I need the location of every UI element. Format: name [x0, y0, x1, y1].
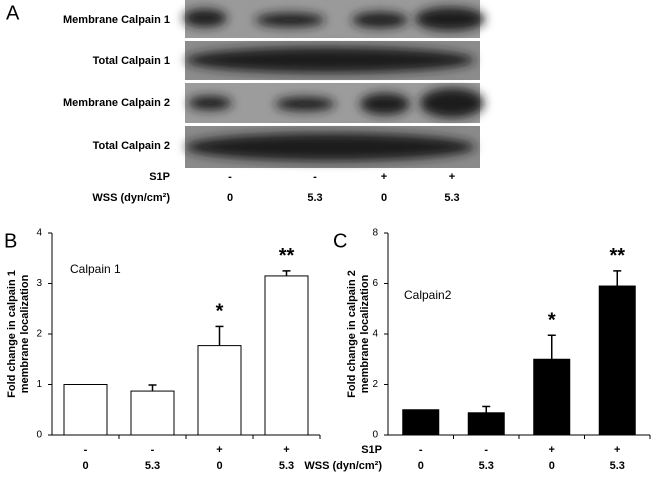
- wss-label: 5.3: [307, 192, 322, 204]
- s1p-label: -: [228, 171, 232, 183]
- y-axis-label: Fold change in calpain 2: [346, 270, 358, 398]
- y-tick-label: 8: [372, 228, 378, 239]
- x-tick-label: 5.3: [479, 460, 494, 472]
- bar: [533, 358, 571, 436]
- condition-label: S1P: [149, 171, 170, 183]
- blot-row-label: Total Calpain 1: [93, 55, 170, 67]
- blot: [183, 0, 485, 168]
- x-tick-label: 0: [549, 460, 555, 472]
- x-tick-label: 0: [418, 460, 424, 472]
- bar: [598, 285, 636, 436]
- significance: *: [548, 310, 556, 332]
- y-tick-label: 6: [372, 278, 378, 289]
- bar: [467, 412, 505, 436]
- bar: [197, 345, 242, 436]
- y-tick-label: 3: [36, 278, 42, 289]
- blot-row-label: Total Calpain 2: [93, 140, 170, 152]
- y-tick-label: 2: [36, 329, 42, 340]
- s1p-label: -: [313, 171, 317, 183]
- s1p-label: -: [419, 444, 423, 456]
- panel-letter: A: [6, 2, 20, 24]
- wss-label: 0: [381, 192, 387, 204]
- wss-label: 5.3: [444, 192, 459, 204]
- s1p-label: +: [381, 171, 387, 183]
- wss-label: 0: [227, 192, 233, 204]
- series-label: Calpain 1: [70, 262, 121, 276]
- y-tick-label: 1: [36, 379, 42, 390]
- bar: [63, 384, 108, 436]
- panel-letter: C: [333, 230, 347, 252]
- s1p-label: +: [283, 444, 289, 456]
- bar: [402, 409, 440, 436]
- x-tick-label: 5.3: [145, 460, 160, 472]
- y-axis-label: Fold change in calpain 1: [6, 270, 18, 398]
- panel-letter: B: [4, 230, 17, 252]
- s1p-label: -: [151, 444, 155, 456]
- blot-row-label: Membrane Calpain 2: [63, 97, 170, 109]
- x-tick-label: 0: [82, 460, 88, 472]
- y-tick-label: 0: [372, 430, 378, 441]
- significance: **: [279, 245, 295, 267]
- condition-label: S1P: [361, 444, 382, 456]
- s1p-label: -: [84, 444, 88, 456]
- significance: **: [609, 245, 625, 267]
- s1p-label: +: [614, 444, 620, 456]
- s1p-label: -: [484, 444, 488, 456]
- bar: [130, 390, 175, 436]
- series-label: Calpain2: [404, 288, 452, 302]
- s1p-label: +: [449, 171, 455, 183]
- s1p-label: +: [549, 444, 555, 456]
- x-tick-label: 5.3: [610, 460, 625, 472]
- y-tick-label: 4: [372, 329, 378, 340]
- y-tick-label: 0: [36, 430, 42, 441]
- y-axis-label: membrane localization: [359, 274, 371, 393]
- significance: *: [216, 301, 224, 323]
- blot-row-label: Membrane Calpain 1: [63, 14, 170, 26]
- s1p-label: +: [216, 444, 222, 456]
- x-tick-label: 5.3: [279, 460, 294, 472]
- bar: [264, 275, 309, 436]
- x-tick-label: 0: [216, 460, 222, 472]
- y-axis-label: membrane localization: [19, 274, 31, 393]
- y-tick-label: 4: [36, 228, 42, 239]
- condition-label: WSS (dyn/cm²): [304, 460, 382, 472]
- y-tick-label: 2: [372, 379, 378, 390]
- condition-label: WSS (dyn/cm²): [92, 192, 170, 204]
